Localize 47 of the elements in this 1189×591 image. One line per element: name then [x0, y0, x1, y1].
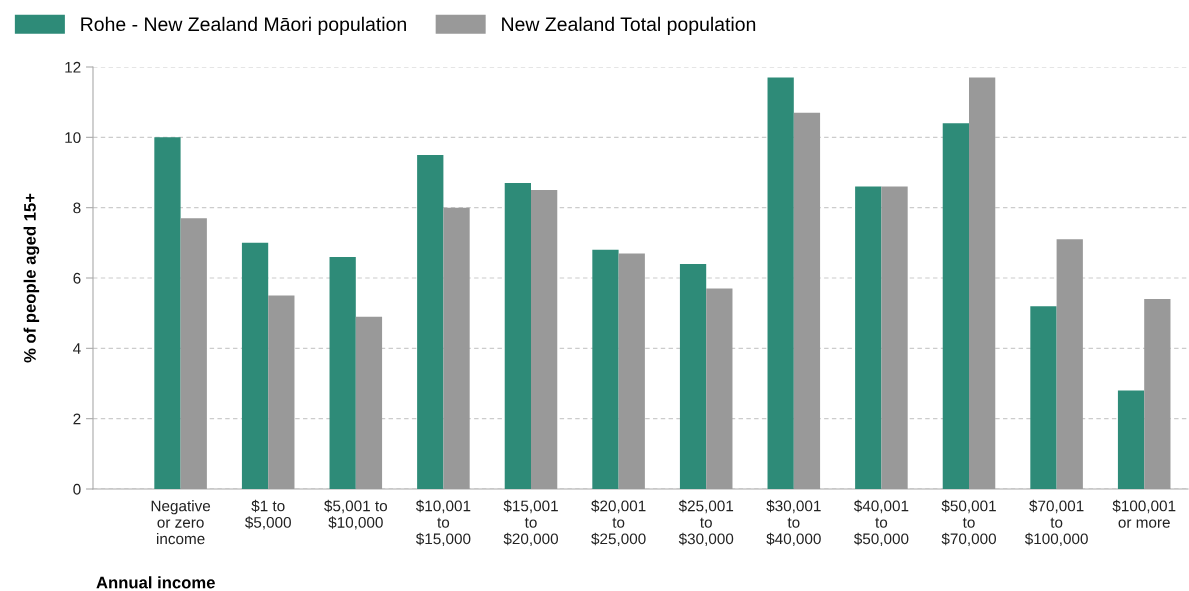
y-tick-label: 0 — [73, 483, 81, 495]
bar — [241, 242, 269, 489]
bar — [329, 256, 356, 489]
legend-label: Rohe - New Zealand Māori population — [81, 16, 406, 35]
y-tick-label: 6 — [73, 272, 81, 284]
x-axis-title: Annual income — [96, 576, 215, 589]
x-tick-label: $30,001 to $40,000 — [766, 499, 821, 547]
bar — [969, 77, 996, 489]
x-tick-label: $70,001 to $100,000 — [1024, 499, 1088, 547]
x-tick-label: $15,001 to $20,000 — [503, 499, 559, 547]
bar — [355, 316, 383, 489]
x-tick-label: $25,001 to $30,000 — [678, 499, 734, 547]
bar — [706, 288, 733, 489]
bar — [531, 190, 558, 489]
bar — [1117, 390, 1145, 489]
bar — [154, 137, 181, 489]
bar — [855, 186, 882, 489]
legend-label: New Zealand Total population — [502, 16, 756, 35]
x-tick-label: $20,001 to $25,000 — [591, 499, 646, 547]
x-tick-label: $1 to $5,000 — [245, 499, 291, 530]
x-tick-label: $50,001 to $70,000 — [941, 499, 997, 547]
x-tick-label: $100,001 or more — [1112, 499, 1176, 528]
bar — [592, 249, 619, 489]
bar — [443, 207, 470, 489]
bar — [1144, 299, 1171, 489]
y-tick-label: 2 — [73, 413, 81, 425]
bar — [679, 263, 707, 489]
y-tick-label: 4 — [73, 343, 81, 354]
bar — [417, 154, 444, 489]
x-tick-label: $5,001 to $10,000 — [324, 499, 388, 530]
bar — [881, 186, 908, 489]
y-tick-label: 8 — [73, 202, 81, 214]
bar — [942, 123, 969, 489]
y-axis-title: % of people aged 15+ — [23, 193, 40, 363]
bar — [793, 112, 821, 489]
bar — [180, 218, 207, 489]
y-tick-label: 12 — [65, 61, 81, 73]
y-tick-label: 10 — [65, 132, 81, 144]
x-tick-label: Negative or zero income — [151, 500, 211, 545]
bar — [268, 295, 295, 489]
bar — [767, 77, 794, 489]
bar — [1056, 239, 1083, 489]
bar — [618, 253, 645, 489]
bar — [504, 183, 531, 489]
x-tick-label: $10,001 to $15,000 — [415, 499, 471, 547]
x-tick-label: $40,001 to $50,000 — [853, 499, 909, 547]
bar — [1030, 306, 1057, 489]
